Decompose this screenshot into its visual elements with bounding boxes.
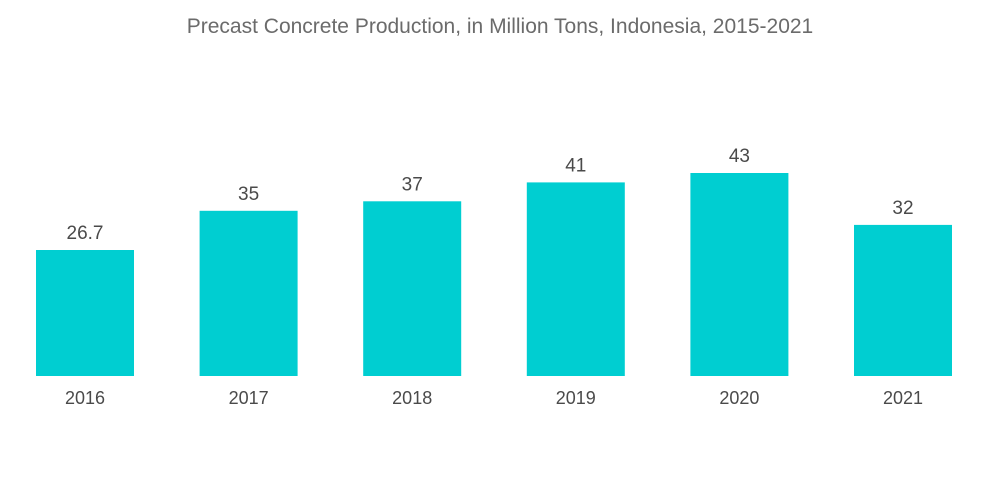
x-tick-label-2020: 2020 bbox=[719, 388, 759, 408]
chart-title: Precast Concrete Production, in Million … bbox=[186, 15, 814, 38]
value-label-2016: 26.7 bbox=[67, 223, 104, 244]
x-tick-label-2018: 2018 bbox=[392, 388, 432, 408]
value-label-2019: 41 bbox=[565, 155, 586, 176]
x-tick-label-2017: 2017 bbox=[229, 388, 269, 408]
bar-2021 bbox=[854, 224, 952, 376]
bar-2017 bbox=[199, 210, 298, 376]
bar-2018 bbox=[363, 201, 462, 376]
bar-2019 bbox=[526, 182, 625, 376]
x-tick-label-2021: 2021 bbox=[883, 388, 923, 408]
x-tick-label-2016: 2016 bbox=[65, 388, 105, 408]
value-label-2017: 35 bbox=[238, 184, 259, 205]
value-label-2018: 37 bbox=[402, 174, 423, 195]
x-tick-label-2019: 2019 bbox=[556, 388, 596, 408]
value-label-2021: 32 bbox=[892, 198, 913, 219]
bar-2016 bbox=[36, 250, 134, 376]
bar-2020 bbox=[690, 173, 789, 376]
value-label-2020: 43 bbox=[729, 146, 750, 167]
